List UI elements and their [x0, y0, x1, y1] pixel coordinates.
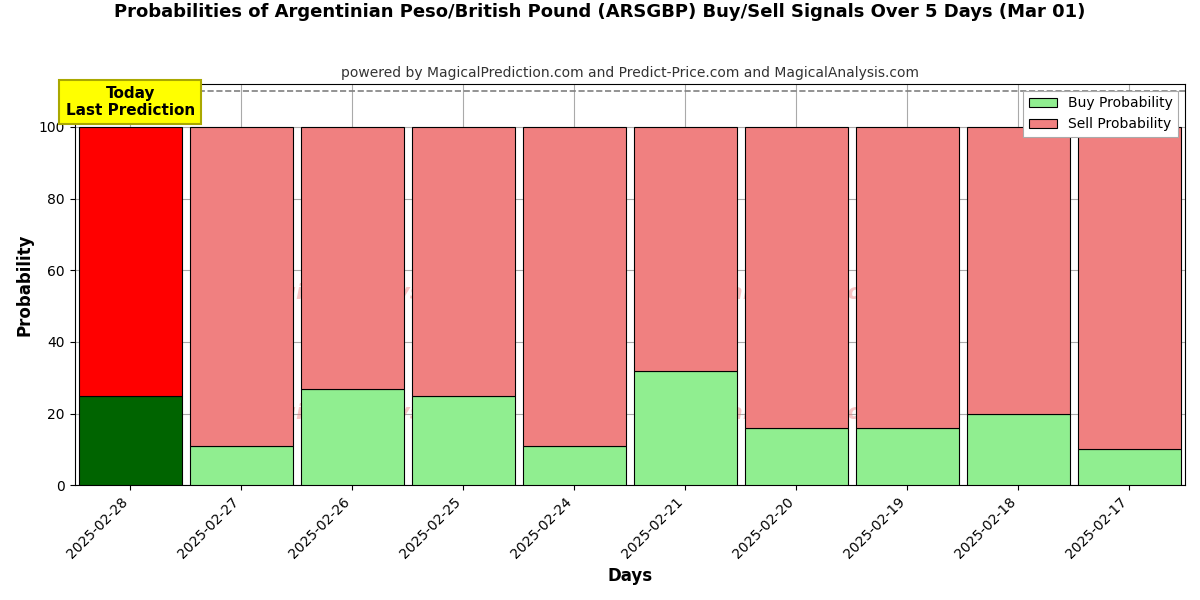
Text: Today
Last Prediction: Today Last Prediction [66, 86, 194, 118]
Bar [856, 428, 959, 485]
Text: MagicalPrediction.com: MagicalPrediction.com [654, 403, 938, 423]
Bar [78, 127, 182, 395]
Text: Probabilities of Argentinian Peso/British Pound (ARSGBP) Buy/Sell Signals Over 5: Probabilities of Argentinian Peso/Britis… [114, 3, 1086, 21]
Bar [967, 127, 1070, 413]
Bar [745, 127, 848, 428]
X-axis label: Days: Days [607, 567, 653, 585]
Text: MagicalAnalysis.com: MagicalAnalysis.com [244, 283, 505, 302]
Bar [412, 127, 515, 395]
Bar [634, 371, 737, 485]
Bar [523, 446, 626, 485]
Text: MagicalPrediction.com: MagicalPrediction.com [654, 283, 938, 302]
Bar [190, 446, 293, 485]
Bar [745, 428, 848, 485]
Text: MagicalAnalysis.com: MagicalAnalysis.com [244, 403, 505, 423]
Bar [301, 127, 404, 389]
Bar [1078, 449, 1181, 485]
Bar [634, 127, 737, 371]
Legend: Buy Probability, Sell Probability: Buy Probability, Sell Probability [1024, 91, 1178, 137]
Bar [523, 127, 626, 446]
Bar [190, 127, 293, 446]
Bar [967, 413, 1070, 485]
Title: powered by MagicalPrediction.com and Predict-Price.com and MagicalAnalysis.com: powered by MagicalPrediction.com and Pre… [341, 66, 919, 80]
Bar [78, 395, 182, 485]
Y-axis label: Probability: Probability [16, 233, 34, 336]
Bar [856, 127, 959, 428]
Bar [1078, 127, 1181, 449]
Bar [301, 389, 404, 485]
Bar [412, 395, 515, 485]
